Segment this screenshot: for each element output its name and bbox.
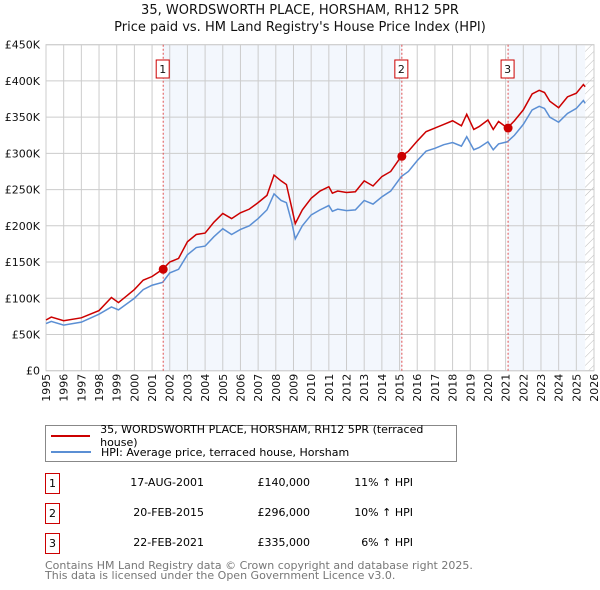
- x-tick-label: 2022: [517, 374, 530, 402]
- y-tick-label: £200K: [5, 220, 41, 233]
- sale-marker-label: 2: [398, 63, 405, 76]
- chart-subtitle: Price paid vs. HM Land Registry's House …: [114, 20, 486, 35]
- x-tick-label: 1998: [93, 374, 106, 402]
- forecast-hatch: [585, 44, 594, 371]
- sale-marker-box: [155, 59, 170, 79]
- x-tick-label: 2021: [500, 374, 513, 402]
- x-tick-label: 2018: [447, 374, 460, 402]
- x-tick-label: 2014: [376, 374, 389, 402]
- sale-date: 17-AUG-2001: [130, 476, 204, 489]
- sale-marker-box: [500, 59, 515, 79]
- x-tick-label: 2001: [146, 374, 159, 402]
- x-tick-label: 2019: [464, 374, 477, 402]
- series-line-hpi: [45, 99, 586, 326]
- sale-marker-label: 2: [45, 503, 60, 524]
- sale-point: [503, 123, 513, 133]
- sale-row: 2 20-FEB-2015 £296,000 10% ↑ HPI: [45, 503, 465, 524]
- sale-date: 22-FEB-2021: [133, 536, 204, 549]
- x-tick-label: 2016: [411, 374, 424, 402]
- sale-row: 3 22-FEB-2021 £335,000 6% ↑ HPI: [45, 533, 465, 554]
- footer-licence: This data is licensed under the Open Gov…: [45, 569, 396, 582]
- sale-price: £140,000: [257, 476, 311, 489]
- x-tick-label: 2013: [358, 374, 371, 402]
- x-tick-label: 2002: [164, 374, 177, 402]
- sale-marker-box: [394, 59, 409, 79]
- y-tick-label: £150K: [5, 256, 41, 269]
- y-tick-label: £50K: [12, 328, 41, 341]
- x-tick-label: 2024: [553, 374, 566, 402]
- x-tick-label: 2003: [181, 374, 194, 402]
- legend-swatch-red: [51, 435, 91, 437]
- x-tick-label: 2012: [341, 374, 354, 402]
- shaded-period-3: [508, 44, 586, 371]
- sale-hpi-diff: 6% ↑ HPI: [361, 536, 413, 549]
- sale-marker-label: 1: [45, 473, 60, 494]
- x-tick-label: 2026: [588, 374, 600, 402]
- y-tick-label: £0: [26, 365, 40, 378]
- x-tick-label: 2023: [535, 374, 548, 402]
- x-tick-label: 2017: [429, 374, 442, 402]
- y-tick-label: £400K: [5, 75, 41, 88]
- sale-hpi-diff: 10% ↑ HPI: [354, 506, 413, 519]
- sale-date: 20-FEB-2015: [133, 506, 204, 519]
- x-tick-label: 1999: [111, 374, 124, 402]
- y-tick-label: £300K: [5, 147, 41, 160]
- x-tick-label: 2020: [482, 374, 495, 402]
- x-tick-label: 2006: [234, 374, 247, 402]
- x-tick-label: 2005: [217, 374, 230, 402]
- x-tick-label: 2015: [394, 374, 407, 402]
- sale-marker-label: 3: [504, 63, 511, 76]
- footer-copyright: Contains HM Land Registry data © Crown c…: [45, 559, 473, 572]
- legend-label-hpi: HPI: Average price, terraced house, Hors…: [101, 445, 350, 459]
- sale-marker-label: 1: [159, 63, 166, 76]
- legend: 35, WORDSWORTH PLACE, HORSHAM, RH12 5PR …: [45, 423, 457, 462]
- y-tick-label: £100K: [5, 292, 41, 305]
- sale-point: [158, 264, 168, 274]
- x-tick-label: 1997: [75, 374, 88, 402]
- x-tick-label: 2009: [287, 374, 300, 402]
- sale-price: £296,000: [257, 506, 311, 519]
- y-tick-label: £450K: [5, 39, 41, 52]
- x-tick-label: 2004: [199, 374, 212, 402]
- x-tick-label: 2008: [270, 374, 283, 402]
- x-tick-label: 2007: [252, 374, 265, 402]
- chart-title: 35, WORDSWORTH PLACE, HORSHAM, RH12 5PR: [141, 3, 459, 18]
- x-tick-label: 2000: [128, 374, 141, 402]
- x-tick-label: 2025: [570, 374, 583, 402]
- shaded-period-1: [163, 44, 402, 371]
- x-tick-label: 2010: [305, 374, 318, 402]
- y-tick-label: £250K: [5, 184, 41, 197]
- legend-label-property: 35, WORDSWORTH PLACE, HORSHAM, RH12 5PR …: [100, 423, 424, 449]
- x-tick-label: 1995: [40, 374, 53, 402]
- sale-row: 1 17-AUG-2001 £140,000 11% ↑ HPI: [45, 473, 465, 494]
- sale-marker-label: 3: [45, 533, 60, 554]
- sale-price: £335,000: [257, 536, 311, 549]
- y-tick-label: £350K: [5, 111, 41, 124]
- plot-area: 1995 1996 1997 1998 1999 2000 2001 2002 2003 2004…: [5, 39, 600, 402]
- sale-hpi-diff: 11% ↑ HPI: [354, 476, 413, 489]
- sale-point: [397, 151, 407, 161]
- x-tick-label: 2011: [323, 374, 336, 402]
- legend-swatch-blue: [51, 451, 91, 453]
- x-tick-label: 1996: [58, 374, 71, 402]
